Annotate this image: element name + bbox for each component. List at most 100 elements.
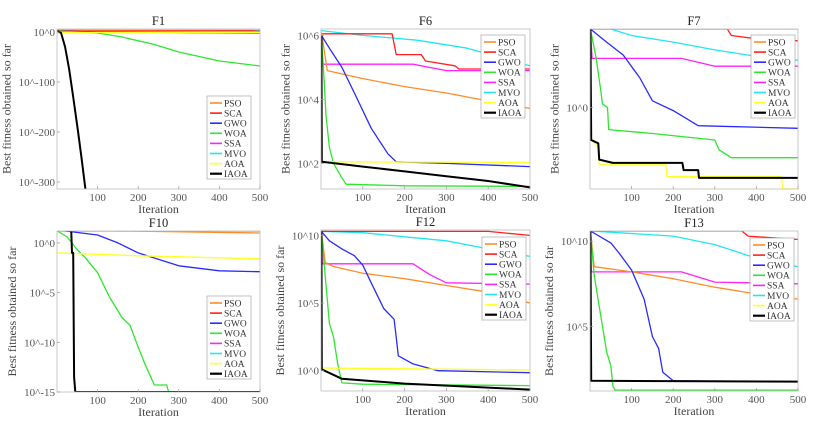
subplot-f13: 100 200 300 400 500 10^10 10^5 F13 Iteration Best…: [542, 216, 807, 418]
series-line-woa: [321, 231, 530, 387]
legend-label-aoa: AOA: [224, 360, 245, 370]
y-axis-label: Best fitness obtained so far: [542, 246, 556, 376]
axes-frame: [320, 28, 531, 190]
x-tick-label: 100: [623, 394, 640, 406]
legend-label-iaoa: IAOA: [767, 312, 791, 322]
x-axis-label: Iteration: [138, 405, 179, 419]
y-axis-label: Best fitness obtained so far: [0, 44, 14, 174]
series-line-iaoa: [321, 231, 530, 391]
legend-label-sca: SCA: [767, 251, 786, 261]
y-tick-label: 10^2: [297, 158, 319, 170]
y-tick-label: 10^5: [297, 298, 319, 310]
x-tick-label: 300: [707, 394, 724, 406]
legend-label-aoa: AOA: [498, 99, 519, 109]
legend-label-woa: WOA: [499, 271, 522, 281]
legend-box: [481, 236, 527, 321]
series-line-aoa: [321, 367, 530, 371]
legend-label-gwo: GWO: [499, 261, 522, 271]
x-axis-label: Iteration: [674, 404, 715, 418]
x-tick-label: 500: [252, 395, 269, 407]
series-line-iaoa: [57, 231, 260, 392]
series-line-gwo: [321, 230, 530, 374]
legend-label-pso: PSO: [498, 38, 516, 48]
legend-label-iaoa: IAOA: [498, 109, 522, 119]
series-line-iaoa: [590, 231, 798, 383]
x-tick-label: 300: [171, 192, 188, 204]
legend-label-gwo: GWO: [224, 120, 247, 130]
subplot-title: F13: [684, 216, 703, 230]
legend-label-mvo: MVO: [498, 89, 520, 99]
legend-label-ssa: SSA: [224, 140, 242, 150]
y-tick-label: 10^0: [33, 238, 55, 250]
axes-frame: [56, 230, 261, 393]
y-tick-label: 10^0: [33, 27, 55, 39]
subplot-f1: 100 200 300 400 500 10^0 10^-100 10^-200 10^-300…: [0, 14, 269, 216]
legend-label-woa: WOA: [224, 330, 247, 340]
x-tick-label: 200: [665, 192, 682, 204]
x-axis-label: Iteration: [405, 202, 446, 216]
legend-label-mvo: MVO: [768, 89, 790, 99]
x-tick-label: 100: [623, 192, 640, 204]
y-tick-label: 10^-10: [24, 337, 55, 349]
subplot-f7: 100 200 300 400 500 10^0 F7 Iteration Best fitne…: [547, 14, 806, 216]
x-axis-label: Iteration: [405, 404, 446, 418]
subplot-title: F1: [152, 14, 165, 28]
series-line-iaoa: [590, 29, 798, 179]
y-tick-label: 10^-300: [19, 177, 56, 189]
legend-label-mvo: MVO: [767, 292, 789, 302]
x-tick-label: 400: [480, 394, 497, 406]
series-line-pso: [81, 231, 260, 234]
series-line-iaoa: [57, 30, 87, 189]
x-tick-label: 500: [252, 192, 269, 204]
x-tick-label: 100: [89, 395, 106, 407]
legend-label-aoa: AOA: [768, 99, 789, 109]
legend-label-woa: WOA: [498, 69, 521, 79]
legend-label-gwo: GWO: [768, 59, 791, 69]
x-tick-label: 400: [748, 192, 765, 204]
series-line-woa: [57, 231, 170, 392]
series-line-gwo: [590, 29, 798, 129]
legend-label-ssa: SSA: [767, 282, 785, 292]
y-tick-label: 10^-15: [24, 387, 55, 399]
legend-label-iaoa: IAOA: [768, 109, 792, 119]
legend-label-gwo: GWO: [498, 59, 521, 69]
legend-label-sca: SCA: [498, 48, 517, 58]
series-line-gwo: [590, 231, 798, 383]
legend-label-gwo: GWO: [224, 320, 247, 330]
series-line-sca: [199, 231, 260, 232]
y-axis-label: Best fitness obtained so far: [5, 247, 19, 377]
y-axis-label: Best fitness obtained so far: [273, 246, 287, 376]
legend-label-iaoa: IAOA: [224, 170, 248, 180]
legend-label-pso: PSO: [767, 241, 785, 251]
legend-label-ssa: SSA: [498, 79, 516, 89]
y-tick-label: 10^5: [566, 321, 588, 333]
legend-box: [480, 34, 526, 119]
legend-label-mvo: MVO: [499, 291, 521, 301]
series-line-woa: [590, 29, 798, 159]
x-tick-label: 200: [396, 192, 413, 204]
y-axis-label: Best fitness obtained so far: [278, 44, 292, 174]
subplot-title: F12: [416, 215, 435, 229]
axes-frame: [589, 28, 799, 190]
legend-label-pso: PSO: [499, 240, 517, 250]
y-tick-label: 10^10: [292, 230, 320, 242]
legend-label-aoa: AOA: [767, 302, 788, 312]
y-tick-label: 10^6: [297, 30, 319, 42]
series-line-iaoa: [321, 35, 530, 189]
legend-label-aoa: AOA: [499, 301, 520, 311]
x-axis-label: Iteration: [674, 202, 715, 216]
x-tick-label: 200: [130, 395, 147, 407]
y-tick-label: 10^-100: [19, 77, 56, 89]
x-tick-label: 200: [665, 394, 682, 406]
x-tick-label: 200: [396, 394, 413, 406]
series-line-aoa: [590, 29, 798, 189]
y-axis-label: Best fitness obtained so far: [547, 44, 561, 174]
subplot-title: F10: [149, 216, 168, 230]
subplot-f6: 100 200 300 400 500 10^6 10^4 10^2 F6 Iteration Be…: [278, 14, 538, 216]
legend-label-mvo: MVO: [224, 150, 246, 160]
